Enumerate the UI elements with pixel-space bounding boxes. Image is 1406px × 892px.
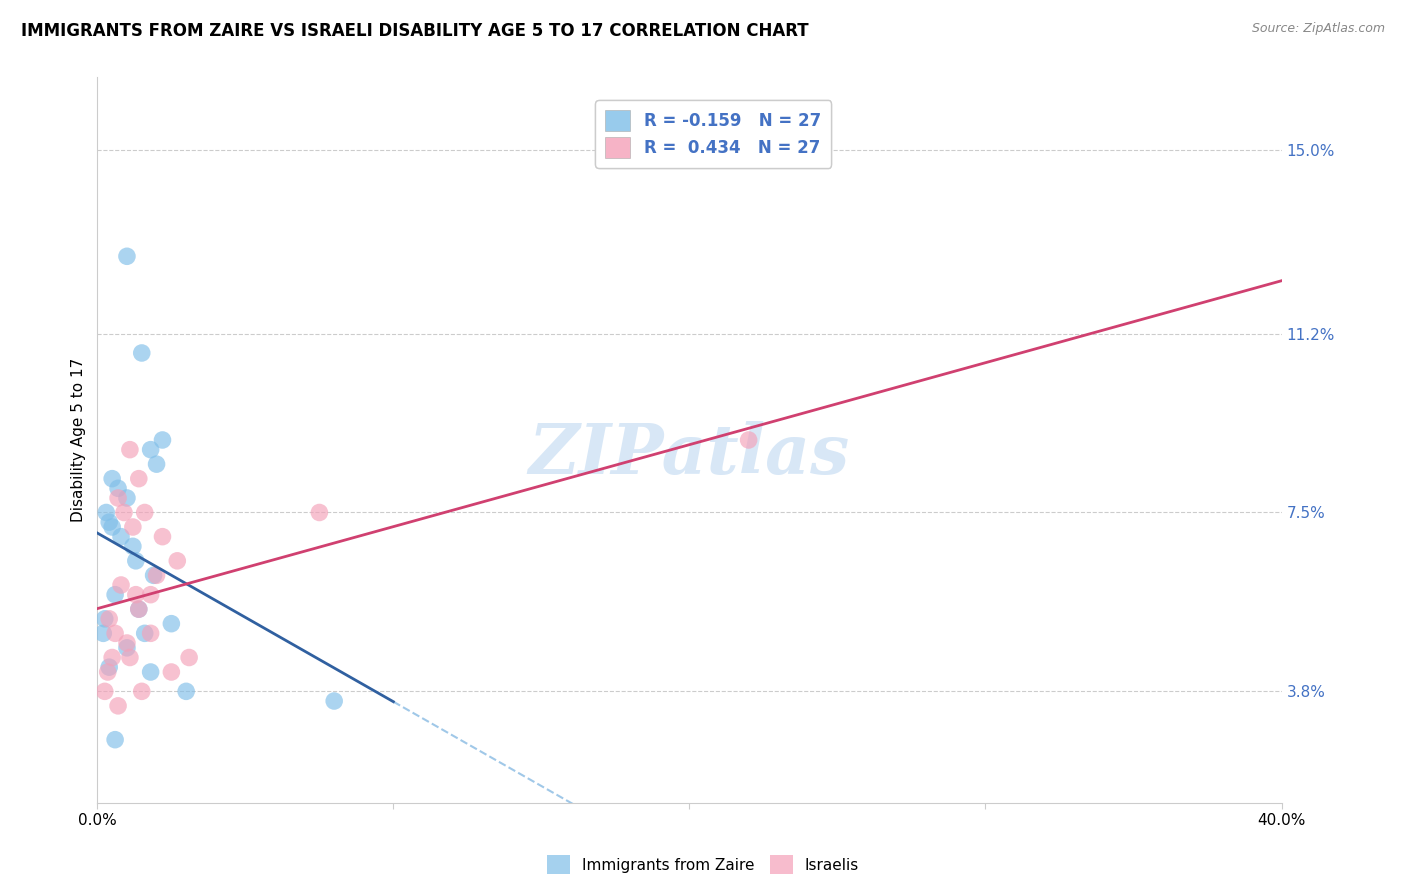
Point (107, 481, 129, 495)
Point (323, 694, 346, 708)
Point (101, 520, 124, 534)
Point (96, 506, 118, 520)
Point (128, 472, 150, 486)
Point (145, 457, 167, 471)
Point (179, 650, 201, 665)
Point (160, 665, 183, 679)
Text: IMMIGRANTS FROM ZAIRE VS ISRAELI DISABILITY AGE 5 TO 17 CORRELATION CHART: IMMIGRANTS FROM ZAIRE VS ISRAELI DISABIL… (21, 22, 808, 40)
Point (139, 665, 162, 679)
Point (98, 612, 121, 626)
Point (134, 626, 156, 640)
Legend: Immigrants from Zaire, Israelis: Immigrants from Zaire, Israelis (541, 849, 865, 880)
Point (94, 684, 117, 698)
Point (115, 249, 138, 263)
Point (101, 650, 124, 665)
Point (131, 684, 153, 698)
Point (107, 698, 129, 713)
Text: ZIPatlas: ZIPatlas (529, 421, 851, 488)
Point (152, 530, 174, 544)
Point (118, 650, 141, 665)
Point (94, 612, 117, 626)
Point (139, 588, 162, 602)
Point (104, 732, 127, 747)
Point (160, 616, 183, 631)
Point (101, 472, 124, 486)
Point (97, 665, 120, 679)
Point (122, 520, 145, 534)
Point (115, 636, 138, 650)
Point (128, 602, 150, 616)
Point (98, 515, 121, 529)
Point (104, 588, 127, 602)
Point (134, 506, 156, 520)
Legend: R = -0.159   N = 27, R =  0.434   N = 27: R = -0.159 N = 27, R = 0.434 N = 27 (595, 100, 831, 168)
Point (125, 554, 148, 568)
Point (737, 433, 759, 447)
Point (112, 506, 135, 520)
Point (110, 578, 132, 592)
Point (166, 554, 188, 568)
Point (115, 640, 138, 655)
Point (131, 346, 153, 360)
Point (98, 660, 121, 674)
Point (118, 442, 141, 457)
Point (104, 626, 127, 640)
Y-axis label: Disability Age 5 to 17: Disability Age 5 to 17 (72, 358, 86, 522)
Point (139, 626, 162, 640)
Point (139, 442, 162, 457)
Point (142, 568, 165, 582)
Point (145, 568, 167, 582)
Point (174, 684, 197, 698)
Point (107, 491, 129, 505)
Point (115, 491, 138, 505)
Text: Source: ZipAtlas.com: Source: ZipAtlas.com (1251, 22, 1385, 36)
Point (308, 506, 330, 520)
Point (91, 626, 114, 640)
Point (110, 530, 132, 544)
Point (128, 602, 150, 616)
Point (152, 433, 174, 447)
Point (122, 539, 145, 553)
Point (125, 588, 148, 602)
